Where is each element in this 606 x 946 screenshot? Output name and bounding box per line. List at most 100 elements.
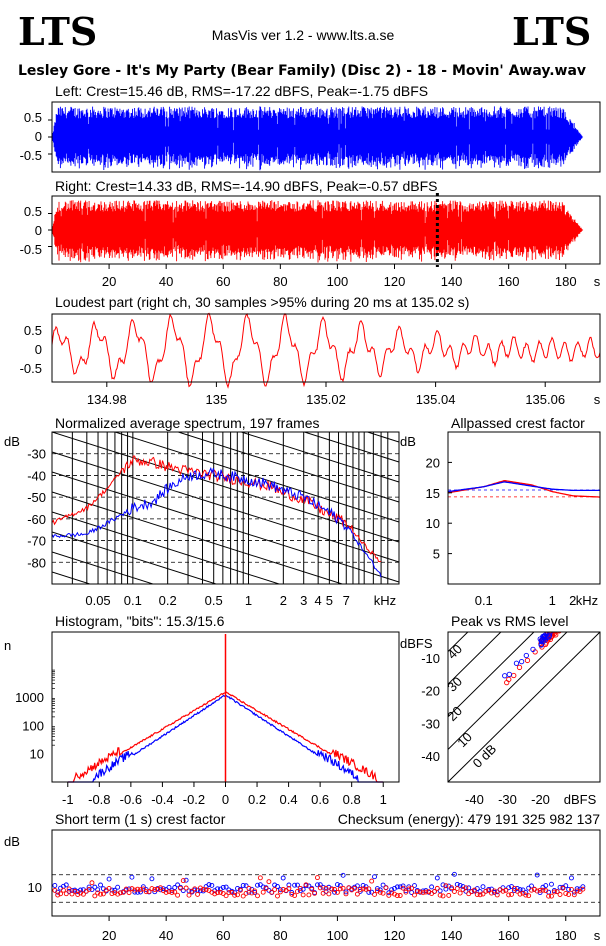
spectrum-slope-line <box>52 511 281 584</box>
short-term-crest-point-left <box>477 889 483 895</box>
short-term-crest-point-right <box>412 892 417 898</box>
waveform-right-xunit: s <box>594 274 601 289</box>
peak-vs-rms-title: Peak vs RMS level <box>451 613 568 629</box>
short-term-crest-point-left <box>357 888 363 894</box>
short-term-crest-point-right <box>55 892 61 898</box>
allpass-crest-xtick: 0.1 <box>475 593 493 608</box>
histogram-xtick: 0.2 <box>248 792 266 807</box>
short-term-crest-point-right <box>357 887 363 892</box>
short-term-crest-point-right <box>135 886 141 892</box>
loudest-part-xunit: s <box>594 392 601 407</box>
short-term-crest-point-left <box>175 882 181 888</box>
short-term-crest-point-left <box>95 887 101 893</box>
short-term-crest-point-right <box>240 893 246 899</box>
short-term-crest-point-left <box>429 884 435 890</box>
short-term-crest-point-right <box>78 890 83 896</box>
spectrum-slope-line <box>176 432 399 503</box>
short-term-crest-point-right <box>52 887 58 893</box>
spectrum-xunit: kHz <box>374 593 396 608</box>
short-term-crest-point-right <box>295 888 300 894</box>
histogram-title: Histogram, "bits": 15.3/15.6 <box>55 613 225 629</box>
peak-vs-rms-ytick: -20 <box>421 684 440 699</box>
histogram-xtick: 0 <box>222 792 229 807</box>
short-term-crest-point-left <box>386 890 392 896</box>
short-term-crest-point-right <box>89 880 95 886</box>
waveform-right-ytick: 0.5 <box>24 204 42 219</box>
short-term-crest-point-right <box>118 890 123 896</box>
short-term-crest-point-left <box>466 885 472 891</box>
short-term-crest-point-right <box>449 885 455 891</box>
spectrum-xtick: 0.2 <box>159 593 177 608</box>
short-term-crest-point-right <box>80 891 86 897</box>
loudest-part-xtick: 134.98 <box>87 392 127 407</box>
spectrum-slope-line <box>52 471 399 583</box>
short-term-crest-point-right <box>574 888 580 894</box>
short-term-crest-point-right <box>423 889 429 895</box>
short-term-crest-point-left <box>380 882 386 888</box>
allpass-crest-series-left <box>447 481 600 493</box>
short-term-crest-point-left <box>372 874 377 880</box>
histogram-ylabel: n <box>4 638 11 653</box>
short-term-crest-point-right <box>252 888 258 894</box>
loudest-part-xtick: 135.06 <box>525 392 565 407</box>
short-term-crest-point-left <box>343 889 349 895</box>
short-term-crest-point-right <box>172 889 178 895</box>
spectrum-slope-line <box>302 432 399 463</box>
short-term-crest-point-left <box>443 886 449 892</box>
short-term-crest-point-left <box>149 876 155 882</box>
short-term-crest-point-left <box>389 887 395 893</box>
short-term-crest-point-left <box>460 884 466 890</box>
short-term-crest-point-right <box>483 888 489 894</box>
allpass-crest-title: Allpassed crest factor <box>451 415 585 431</box>
allpass-crest-xtick: 2 <box>569 593 576 608</box>
allpass-crest-xunit: kHz <box>576 593 598 608</box>
short-term-crest-point-left <box>280 875 286 881</box>
histogram-xtick: -0.6 <box>120 792 142 807</box>
peak-vs-rms-ylabel: dBFS <box>400 636 433 651</box>
short-term-crest-point-right <box>138 887 143 893</box>
short-term-crest-point-right <box>526 893 532 899</box>
short-term-crest-point-left <box>400 883 406 889</box>
short-term-crest-point-right <box>457 890 463 896</box>
short-term-crest-point-right <box>369 878 375 884</box>
short-term-crest-point-left <box>300 886 306 892</box>
short-term-crest-point-left <box>569 875 574 881</box>
panel-waveform-left: Left: Crest=15.46 dB, RMS=-17.22 dBFS, P… <box>20 83 601 173</box>
spectrum-series-left <box>52 467 382 578</box>
short-term-crest-point-right <box>66 886 72 892</box>
short-term-crest-point-right <box>540 887 546 893</box>
short-term-crest-point-left <box>566 886 572 892</box>
allpass-crest-frame <box>447 431 601 585</box>
short-term-crest-point-right <box>377 889 383 895</box>
spectrum-frame <box>51 431 400 585</box>
short-term-crest-point-right <box>146 889 152 895</box>
peak-vs-rms-point-right <box>516 664 523 671</box>
short-term-crest-point-left <box>332 889 338 895</box>
short-term-crest-point-right <box>289 891 295 897</box>
short-term-crest-point-right <box>320 890 326 896</box>
short-term-crest-point-left <box>252 889 258 895</box>
short-term-crest-point-right <box>175 892 181 898</box>
short-term-crest-point-right <box>186 892 192 898</box>
short-term-crest-point-left <box>160 886 166 892</box>
spectrum-ytick: -30 <box>27 447 46 462</box>
short-term-crest-point-right <box>580 886 586 892</box>
waveform-right-xtick: 120 <box>384 274 406 289</box>
short-term-crest-point-right <box>563 891 569 896</box>
short-term-crest-point-right <box>86 886 92 892</box>
short-term-crest-point-left <box>220 884 226 890</box>
short-term-crest-point-right <box>100 891 106 897</box>
short-term-crest-point-right <box>569 887 574 892</box>
short-term-crest-ytick: 10 <box>28 880 42 895</box>
short-term-crest-point-right <box>323 885 329 891</box>
short-term-crest-xtick: 100 <box>327 928 349 943</box>
short-term-crest-point-right <box>149 886 155 892</box>
short-term-crest-xtick: 160 <box>498 928 520 943</box>
short-term-crest-point-right <box>152 887 158 892</box>
short-term-crest-point-right <box>212 891 218 897</box>
short-term-crest-point-left <box>534 872 540 878</box>
loudest-part-ytick: 0 <box>35 342 42 357</box>
short-term-crest-point-left <box>255 882 260 888</box>
